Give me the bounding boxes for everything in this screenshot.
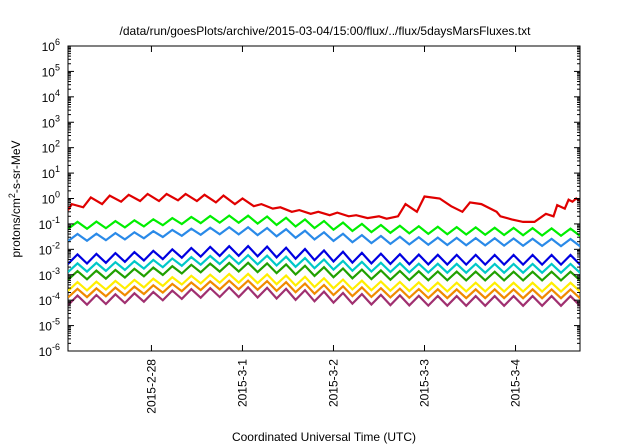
x-tick-label: 2015-3-1 (235, 359, 249, 407)
y-axis: 10-6 10-5 10-4 10-3 10-2 10-1 100 101 102 103 104 1… (39, 37, 580, 359)
y-tick-label: 10-5 (39, 317, 60, 334)
series-line (68, 285, 580, 308)
y-axis-label: protons/cm2-s-sr-MeV (7, 140, 23, 257)
y-tick-label: 105 (42, 62, 60, 79)
y-tick-label: 106 (42, 37, 60, 54)
x-axis-label: Coordinated Universal Time (UTC) (232, 430, 416, 444)
y-tick-label: 10-2 (39, 240, 60, 257)
series-line (68, 244, 580, 267)
y-tick-label: 10-4 (39, 291, 60, 308)
series-layer (68, 192, 580, 308)
y-tick-label: 101 (42, 164, 60, 181)
y-tick-label: 10-3 (39, 266, 60, 283)
y-tick-label: 10-6 (39, 342, 60, 359)
series-line (68, 279, 580, 300)
x-axis: 2015-2-28 2015-3-1 2015-3-2 2015-3-3 2015-3-… (144, 46, 523, 414)
x-tick-label: 2015-3-2 (326, 359, 340, 407)
series-line (68, 192, 580, 223)
series-line (68, 214, 580, 238)
y-tick-label: 102 (42, 139, 60, 156)
x-tick-label: 2015-3-3 (418, 359, 432, 407)
y-tick-label: 104 (42, 88, 60, 105)
chart-title: /data/run/goesPlots/archive/2015-03-04/1… (120, 24, 532, 38)
series-line (68, 272, 580, 293)
series-line (68, 253, 580, 275)
y-tick-label: 10-1 (39, 215, 60, 232)
series-line (68, 225, 580, 248)
x-tick-label: 2015-2-28 (144, 359, 158, 414)
y-tick-label: 103 (42, 113, 60, 130)
y-tick-label: 100 (42, 190, 60, 207)
series-line (68, 261, 580, 282)
x-tick-label: 2015-3-4 (509, 359, 523, 407)
